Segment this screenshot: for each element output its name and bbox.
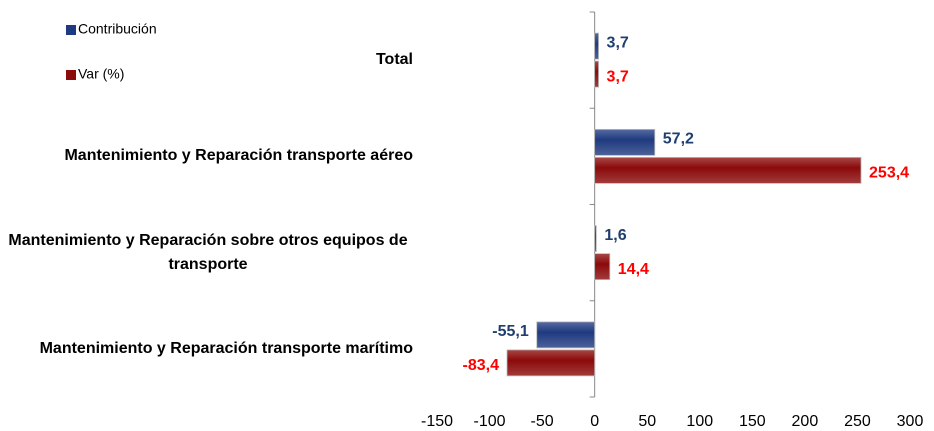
category-label: Mantenimiento y Reparación transporte aé… xyxy=(64,147,413,165)
legend-swatch xyxy=(66,70,76,80)
x-tick-label: 300 xyxy=(897,413,924,430)
category-label: Mantenimiento y Reparación transporte ma… xyxy=(39,339,413,357)
legend-swatch xyxy=(66,25,76,35)
legend-label: Contribución xyxy=(78,21,157,37)
bar xyxy=(594,128,656,156)
data-label: 14,4 xyxy=(618,261,649,278)
x-tick-label: 100 xyxy=(686,413,713,430)
legend-label: Var (%) xyxy=(78,66,124,82)
x-tick-label: 250 xyxy=(844,413,871,430)
bar xyxy=(594,253,611,281)
x-tick-label: -100 xyxy=(474,413,506,430)
x-tick-label: 50 xyxy=(638,413,656,430)
data-label: 3,7 xyxy=(607,68,629,85)
x-tick-label: -150 xyxy=(421,413,453,430)
bar xyxy=(506,349,596,377)
bar xyxy=(594,32,599,60)
bar xyxy=(594,60,599,88)
data-label: 3,7 xyxy=(607,34,629,51)
data-label: 1,6 xyxy=(604,227,626,244)
data-label: -55,1 xyxy=(492,323,529,340)
category-label: Total xyxy=(375,51,413,69)
bar xyxy=(594,156,862,184)
bar xyxy=(536,321,596,349)
bar xyxy=(594,225,597,253)
data-label: -83,4 xyxy=(463,357,500,374)
x-tick-label: 150 xyxy=(739,413,766,430)
category-label: Mantenimiento y Reparación sobre otros e… xyxy=(8,231,408,273)
data-label: 57,2 xyxy=(663,131,694,148)
x-tick-label: 0 xyxy=(590,413,599,430)
data-label: 253,4 xyxy=(869,165,909,182)
x-tick-label: 200 xyxy=(792,413,819,430)
x-tick-label: -50 xyxy=(531,413,554,430)
